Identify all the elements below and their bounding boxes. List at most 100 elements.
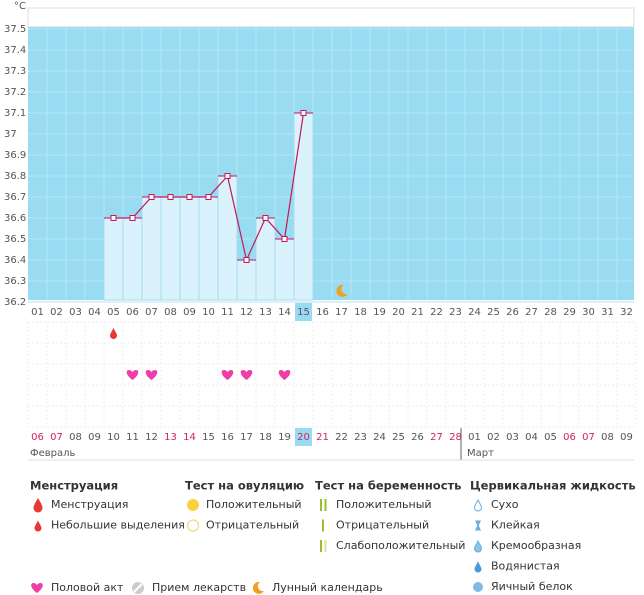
x-tick-label: 16 <box>316 307 329 318</box>
day-bar <box>198 196 219 301</box>
date-label: 08 <box>601 432 614 443</box>
pill-icon <box>132 582 144 594</box>
x-tick-label: 14 <box>278 307 291 318</box>
point <box>129 215 136 221</box>
date-label: 11 <box>126 432 139 443</box>
y-tick-label: 37 <box>4 129 17 140</box>
day-bar <box>141 196 162 301</box>
point <box>110 215 117 221</box>
x-tick-label: 31 <box>601 307 614 318</box>
cf-cream-icon <box>473 539 483 553</box>
icon-shape <box>473 582 483 592</box>
date-label: 23 <box>354 432 367 443</box>
cf-sticky-icon <box>475 520 481 531</box>
legend-label: Прием лекарств <box>152 581 246 594</box>
heart-icon <box>240 370 253 380</box>
day-bar <box>236 259 257 301</box>
x-tick-label: 11 <box>221 307 234 318</box>
month-label: Февраль <box>30 448 76 459</box>
y-tick-label: 36.4 <box>4 255 26 266</box>
point <box>167 194 174 200</box>
bars-weak-icon <box>320 540 327 552</box>
x-tick-label: 04 <box>88 307 101 318</box>
icon-shape <box>473 498 483 512</box>
heart-icon <box>31 583 43 593</box>
icon-shape <box>475 520 481 531</box>
icon-shape <box>133 583 143 593</box>
icon-shape <box>186 519 200 532</box>
legend-title: Тест на беременность <box>315 479 461 493</box>
day-bar <box>160 196 181 301</box>
date-label: 17 <box>240 432 253 443</box>
day-bar <box>293 112 314 301</box>
legend-title: Цервикальная жидкость <box>470 479 636 493</box>
legend-label: Положительный <box>206 498 302 511</box>
x-tick-label: 05 <box>107 307 120 318</box>
date-label: 24 <box>373 432 386 443</box>
top-strip <box>27 7 635 28</box>
cf-egg-icon <box>473 582 483 592</box>
drop-icon <box>34 520 42 532</box>
date-label: 10 <box>107 432 120 443</box>
day-bar <box>122 217 143 301</box>
icon-shape <box>320 499 322 511</box>
bars-2-icon <box>320 499 327 511</box>
x-tick-label: 32 <box>620 307 633 318</box>
date-label: 21 <box>316 432 329 443</box>
point <box>224 173 231 179</box>
date-label: 02 <box>487 432 500 443</box>
x-tick-label: 28 <box>544 307 557 318</box>
heart-icon <box>145 370 158 380</box>
moon-icon <box>252 581 264 594</box>
icon-shape <box>221 370 234 380</box>
y-tick-label: 37.3 <box>4 66 26 77</box>
x-tick-label: 08 <box>164 307 177 318</box>
x-tick-label: 29 <box>563 307 576 318</box>
x-tick-label: 15 <box>297 307 310 318</box>
date-label: 27 <box>430 432 443 443</box>
legend-label: Отрицательный <box>206 519 299 532</box>
date-label: 22 <box>335 432 348 443</box>
y-tick-label: 37.2 <box>4 87 26 98</box>
y-tick-label: 37.4 <box>4 45 26 56</box>
icon-shape <box>34 520 42 532</box>
heart-icon <box>278 370 291 380</box>
icon-shape <box>320 540 322 552</box>
icon-shape <box>324 499 327 511</box>
x-tick-label: 20 <box>392 307 405 318</box>
x-tick-label: 18 <box>354 307 367 318</box>
legend-title: Менструация <box>30 479 118 493</box>
x-tick-label: 10 <box>202 307 215 318</box>
legend-label: Слабоположительный <box>336 539 465 552</box>
date-label: 07 <box>582 432 595 443</box>
x-tick-label: 12 <box>240 307 253 318</box>
icon-shape <box>474 561 482 573</box>
icon-shape <box>252 581 264 594</box>
x-tick-label: 27 <box>525 307 538 318</box>
x-tick-label: 02 <box>50 307 63 318</box>
x-tick-label: 30 <box>582 307 595 318</box>
date-label: 28 <box>449 432 462 443</box>
date-label: 19 <box>278 432 291 443</box>
date-label: 20 <box>297 432 310 443</box>
date-label: 01 <box>468 432 481 443</box>
y-tick-label: 36.2 <box>4 297 26 308</box>
legend-label: Половой акт <box>51 581 124 594</box>
icon-shape <box>322 519 324 532</box>
heart-icon <box>126 370 139 380</box>
point <box>262 215 269 221</box>
legend-label: Отрицательный <box>336 519 429 532</box>
date-label: 18 <box>259 432 272 443</box>
heart-icon <box>221 370 234 380</box>
y-tick-label: 37.1 <box>4 108 26 119</box>
point <box>205 194 212 200</box>
legend-label: Лунный календарь <box>272 581 383 594</box>
x-tick-label: 03 <box>69 307 82 318</box>
point <box>148 194 155 200</box>
icon-shape <box>473 539 483 553</box>
day-bar <box>255 217 276 301</box>
y-tick-label: 36.3 <box>4 276 26 287</box>
y-tick-label: 36.6 <box>4 213 26 224</box>
month-label: Март <box>467 448 494 459</box>
legend-label: Небольшие выделения <box>51 519 185 532</box>
